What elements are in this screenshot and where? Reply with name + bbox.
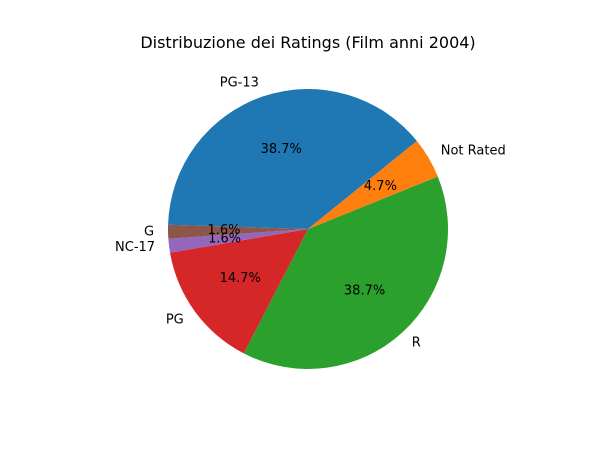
pie-slices: [168, 89, 448, 370]
pie-percent-g: 1.6%: [208, 223, 241, 238]
pie-label-not-rated: Not Rated: [441, 143, 506, 158]
pie-label-g: G: [144, 225, 154, 240]
pie-label-nc-17: NC-17: [115, 240, 155, 255]
pie-label-r: R: [412, 335, 421, 350]
pie-percent-r: 38.7%: [344, 284, 385, 299]
pie-slice-r: [243, 176, 448, 370]
pie-percent-pg-13: 38.7%: [261, 142, 302, 157]
pie-slice-g: [168, 224, 308, 239]
pie-labels: R 38.7% PG 14.7% NC-17 1.6% G 1.6% PG-13 38.7% Not…: [115, 76, 506, 351]
pie-slice-nc-17: [168, 229, 308, 253]
pie-slice-pg-13: [168, 89, 417, 229]
pie-percent-not-rated: 4.7%: [364, 179, 397, 194]
pie-slice-pg: [170, 229, 308, 354]
pie-label-pg: PG: [166, 312, 184, 327]
pie-percent-pg: 14.7%: [220, 271, 261, 286]
chart-title: Distribuzione dei Ratings (Film anni 200…: [140, 33, 475, 52]
pie-percent-nc-17: 1.6%: [208, 232, 241, 247]
pie-label-pg-13: PG-13: [220, 76, 259, 91]
pie-slice-not-rated: [308, 141, 438, 229]
